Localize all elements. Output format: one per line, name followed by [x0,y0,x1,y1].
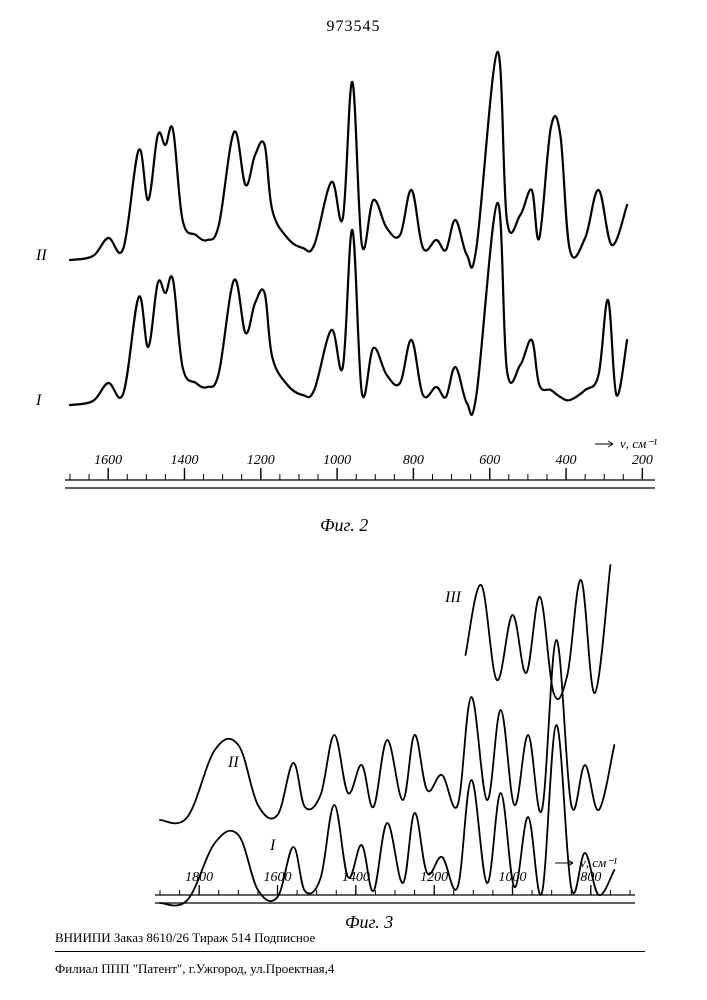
footer-line-2: Филиал ППП "Патент", г.Ужгород, ул.Проек… [55,951,645,980]
svg-text:1600: 1600 [264,870,292,885]
svg-text:I: I [35,392,42,409]
svg-text:1200: 1200 [247,453,275,468]
svg-text:1600: 1600 [94,453,122,468]
svg-text:200: 200 [632,453,653,468]
figure-2-caption: Фиг. 2 [320,515,368,536]
footer: ВНИИПИ Заказ 8610/26 Тираж 514 Подписное… [55,927,645,980]
svg-text:ν, см⁻¹: ν, см⁻¹ [620,436,657,451]
svg-text:III: III [444,589,462,606]
footer-line-1: ВНИИПИ Заказ 8610/26 Тираж 514 Подписное [55,927,645,949]
figure-3: 18001600140012001000800ν, см⁻¹IIIIII [130,555,660,915]
svg-text:1000: 1000 [323,453,351,468]
svg-text:II: II [227,754,239,771]
svg-text:600: 600 [479,453,500,468]
svg-text:I: I [269,837,276,854]
svg-text:800: 800 [403,453,424,468]
svg-text:1200: 1200 [420,870,448,885]
svg-text:ν, см⁻¹: ν, см⁻¹ [580,855,617,870]
figure-2: 1600140012001000800600400200ν, см⁻¹III [30,50,690,515]
svg-text:II: II [35,247,47,264]
page-number: 973545 [0,18,707,36]
svg-text:1400: 1400 [170,453,198,468]
svg-text:400: 400 [556,453,577,468]
